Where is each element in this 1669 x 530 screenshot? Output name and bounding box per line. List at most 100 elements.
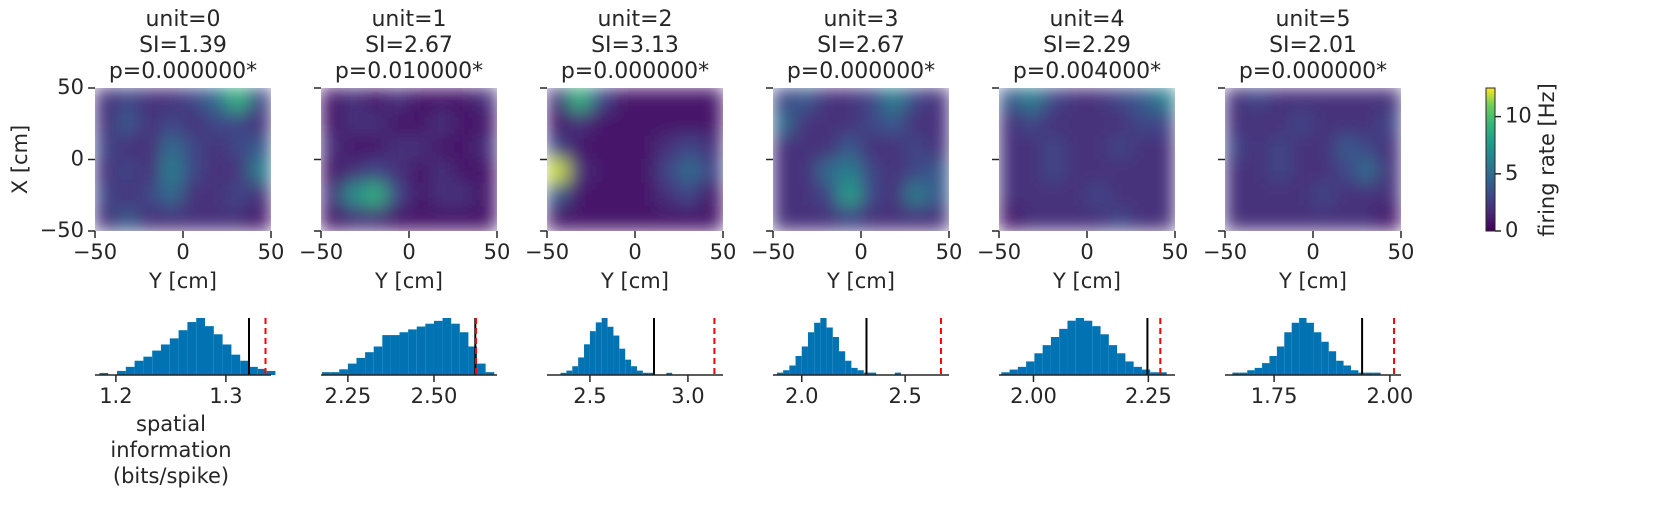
heatmap-cell xyxy=(1042,135,1066,160)
panel-title: p=0.000000* xyxy=(1239,59,1387,84)
heatmap-cell xyxy=(204,206,228,231)
hist-bar xyxy=(477,363,486,375)
panel-title: SI=2.67 xyxy=(817,33,905,58)
panel-title: unit=3 xyxy=(823,7,898,32)
heatmap-cell xyxy=(547,182,570,208)
heatmap-cell xyxy=(882,135,906,160)
heatmap-cell xyxy=(204,135,228,160)
x-tick-label: 2.5 xyxy=(888,384,921,408)
x-tick-label: 2.00 xyxy=(1010,384,1057,408)
heatmap-cell xyxy=(226,206,250,231)
hist-bar xyxy=(1284,332,1292,375)
heatmap-cell xyxy=(386,88,410,113)
x-tick-label: 50 xyxy=(484,240,511,264)
hist-bar xyxy=(169,338,179,375)
heatmap-cell xyxy=(926,111,949,137)
heatmap-cell xyxy=(1356,182,1380,208)
colorbar-tick-label: 5 xyxy=(1505,161,1518,185)
heatmap-cell xyxy=(773,159,796,184)
heatmap-cell xyxy=(204,159,228,184)
heatmap-cells xyxy=(999,88,1175,231)
heatmap-cell xyxy=(408,159,432,184)
heatmap-cell xyxy=(1290,206,1314,231)
heatmap-cell xyxy=(838,111,862,137)
hist-bar xyxy=(1108,345,1118,375)
heatmap-cell xyxy=(1356,111,1380,137)
hist-bar xyxy=(205,326,214,375)
heatmap-cell xyxy=(656,182,680,208)
hist-bar xyxy=(1017,366,1027,375)
heatmap-cell xyxy=(1152,135,1175,160)
hist-bar xyxy=(845,360,852,375)
heatmap-cell xyxy=(838,88,862,113)
heatmap-cell xyxy=(452,159,476,184)
heatmap-cell xyxy=(904,88,928,113)
hist-bar xyxy=(117,370,126,375)
heatmap-cell xyxy=(116,182,140,208)
heatmap-cell xyxy=(1378,159,1401,184)
hist-bar xyxy=(143,356,153,375)
heatmap-cell xyxy=(408,111,432,137)
heatmap-cell xyxy=(1290,159,1314,184)
heatmap-cell xyxy=(838,206,862,231)
heatmap-cell xyxy=(1290,111,1314,137)
heatmap-cell xyxy=(1246,206,1270,231)
heatmap-cell xyxy=(430,206,454,231)
panel-title: p=0.000000* xyxy=(787,59,935,84)
hist-bar xyxy=(249,366,258,375)
heatmap-cell xyxy=(1225,88,1248,113)
hist-bar xyxy=(826,327,833,375)
hist-bar xyxy=(231,354,241,375)
heatmap-cell xyxy=(1064,88,1088,113)
heatmap-cell xyxy=(452,206,476,231)
heatmap-cell xyxy=(926,135,949,160)
heatmap-cell xyxy=(1020,88,1044,113)
heatmap-cell xyxy=(1378,182,1401,208)
heatmap-cell xyxy=(860,206,884,231)
heatmap-cell xyxy=(634,111,658,137)
hist-bar xyxy=(851,367,858,375)
hist-bar xyxy=(399,332,409,375)
heatmap-cell xyxy=(1108,135,1132,160)
hist-bar xyxy=(869,372,877,375)
x-tick-label: −50 xyxy=(73,240,117,264)
heatmap-cell xyxy=(408,135,432,160)
heatmap-cell xyxy=(364,135,388,160)
panel-title: unit=4 xyxy=(1049,7,1124,32)
heatmap-cell xyxy=(408,206,432,231)
heatmap-cell xyxy=(182,111,206,137)
hist-bar xyxy=(625,359,632,375)
heatmap-cell xyxy=(430,159,454,184)
heatmap-cell xyxy=(1290,135,1314,160)
heatmap-cell xyxy=(999,182,1022,208)
heatmap-cell xyxy=(838,182,862,208)
heatmap-cell xyxy=(1312,135,1336,160)
heatmap-cell xyxy=(321,88,344,113)
heatmap-cell xyxy=(116,206,140,231)
heatmap-cell xyxy=(430,111,454,137)
heatmap-cell xyxy=(116,111,140,137)
hist-bar xyxy=(442,318,452,375)
heatmap-cell xyxy=(1042,88,1066,113)
heatmap-cell xyxy=(1268,135,1292,160)
colorbar-tick-label: 0 xyxy=(1505,218,1518,242)
hist-bar xyxy=(1328,351,1337,375)
heatmap-cell xyxy=(452,182,476,208)
heatmap-cell xyxy=(838,135,862,160)
heatmap-cell xyxy=(474,135,497,160)
heatmap-cell xyxy=(634,182,658,208)
heatmap-cell xyxy=(773,206,796,231)
heatmap-cell xyxy=(364,182,388,208)
heatmap-cell xyxy=(95,159,118,184)
hist-bar xyxy=(213,334,223,375)
heatmap-cell xyxy=(678,159,702,184)
heatmap-cell xyxy=(904,159,928,184)
heatmap-cell xyxy=(386,182,410,208)
heatmap-cell xyxy=(1152,88,1175,113)
heatmap-cell xyxy=(656,206,680,231)
hist-bar xyxy=(1084,320,1093,375)
heatmap-cell xyxy=(248,159,271,184)
heatmap-cell xyxy=(773,88,796,113)
hist-bar xyxy=(1092,326,1101,375)
hist-bar xyxy=(801,346,808,375)
